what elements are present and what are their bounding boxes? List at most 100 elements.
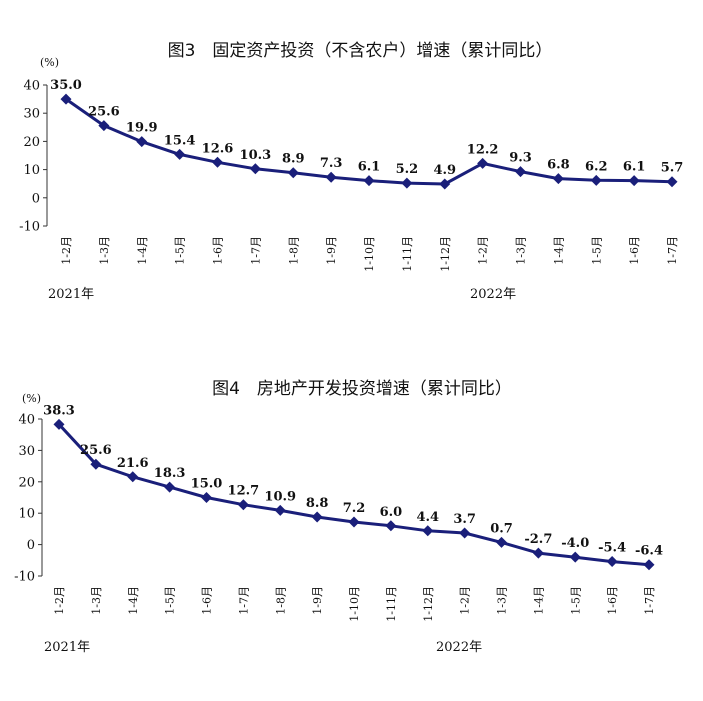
x-tick-label: 1-2月 <box>477 236 490 265</box>
data-label: -4.0 <box>561 536 589 551</box>
data-point <box>348 516 360 528</box>
data-point <box>164 481 176 493</box>
x-tick-label: 1-2月 <box>60 236 73 265</box>
data-label: 6.1 <box>358 160 381 175</box>
data-point <box>90 458 102 470</box>
y-axis-unit: (%) <box>40 56 59 69</box>
x-tick-label: 1-8月 <box>287 236 300 265</box>
data-label: 10.9 <box>264 489 296 504</box>
data-point <box>385 520 397 532</box>
year-label: 2021年 <box>44 640 90 655</box>
data-point <box>552 173 564 185</box>
y-tick-label: 20 <box>23 135 40 150</box>
chart-1: 图3 固定资产投资（不含农户）增速（累计同比） (%) -10 0 10 20 30 40 1-… <box>19 41 683 302</box>
data-point <box>363 175 375 187</box>
data-point <box>174 148 186 160</box>
data-label: 7.2 <box>343 501 366 516</box>
data-label: 3.7 <box>453 512 476 527</box>
x-tick-label: 1-9月 <box>325 236 338 265</box>
data-label: -6.4 <box>635 544 663 559</box>
data-label: 6.2 <box>585 159 608 174</box>
data-point <box>212 156 223 168</box>
data-point <box>201 492 212 503</box>
data-label: 12.6 <box>202 141 234 156</box>
data-label: 5.7 <box>661 161 684 176</box>
y-tick-label: 40 <box>18 413 35 428</box>
y-tick-label: 40 <box>23 79 40 94</box>
data-label: 21.6 <box>117 456 149 471</box>
data-point <box>60 93 72 105</box>
chart-2: 图4 房地产开发投资增速（累计同比） (%) -10 0 10 20 30 40 1-2月 1-3… <box>14 379 663 655</box>
data-label: 12.2 <box>467 142 499 157</box>
year-label: 2022年 <box>470 287 516 302</box>
data-label: 10.3 <box>240 148 272 163</box>
data-point <box>515 166 526 178</box>
x-tick-label: 1-10月 <box>348 586 361 622</box>
x-tick-label: 1-5月 <box>164 586 177 615</box>
data-point <box>53 418 65 430</box>
data-label: 15.0 <box>191 477 223 492</box>
data-label: -5.4 <box>598 541 626 556</box>
data-label: 4.9 <box>433 163 456 178</box>
data-point <box>127 471 139 483</box>
x-tick-label: 1-9月 <box>311 586 324 615</box>
y-tick-label: 0 <box>27 538 35 553</box>
data-point <box>532 547 544 559</box>
data-point <box>477 157 489 169</box>
x-tick-label: 1-12月 <box>422 586 435 622</box>
x-tick-label: 1-5月 <box>590 236 603 265</box>
y-tick-label: -10 <box>19 220 40 235</box>
y-tick-label: 10 <box>18 507 35 522</box>
data-label: 38.3 <box>43 403 75 418</box>
x-tick-label: 1-3月 <box>515 236 528 265</box>
x-tick-label: 1-4月 <box>532 586 545 615</box>
x-tick-label: 1-7月 <box>249 236 262 265</box>
data-label: 5.2 <box>396 162 419 177</box>
y-tick-label: 10 <box>23 163 40 178</box>
x-tick-label: 1-7月 <box>666 236 679 265</box>
x-tick-label: 1-3月 <box>98 236 111 265</box>
year-label: 2021年 <box>48 287 94 302</box>
x-tick-label: 1-5月 <box>174 236 187 265</box>
x-tick-label: 1-6月 <box>201 586 214 615</box>
x-tick-label: 1-4月 <box>136 236 149 265</box>
x-tick-label: 1-4月 <box>552 236 565 265</box>
year-label: 2022年 <box>436 640 482 655</box>
x-tick-label: 1-8月 <box>274 586 287 615</box>
x-tick-label: 1-5月 <box>569 586 582 615</box>
data-label: 0.7 <box>490 521 513 536</box>
data-label: 6.1 <box>623 160 646 175</box>
data-point <box>643 559 655 571</box>
x-tick-label: 1-10月 <box>363 236 376 272</box>
data-point <box>496 536 507 548</box>
data-point <box>628 175 640 187</box>
data-label: -2.7 <box>524 532 552 547</box>
data-label: 12.7 <box>228 484 260 499</box>
data-point <box>237 499 249 511</box>
data-label: 8.8 <box>306 496 329 511</box>
data-label: 6.8 <box>547 158 570 173</box>
data-point <box>274 504 286 516</box>
data-point <box>98 120 110 132</box>
x-tick-label: 1-6月 <box>212 236 225 265</box>
data-point <box>287 167 299 179</box>
data-point <box>439 178 451 190</box>
data-label: 8.9 <box>282 152 305 167</box>
x-tick-label: 1-6月 <box>628 236 641 265</box>
data-label: 19.9 <box>126 121 158 136</box>
x-tick-label: 1-11月 <box>385 586 398 622</box>
data-label: 7.3 <box>320 156 343 171</box>
data-label: 6.0 <box>380 505 403 520</box>
x-tick-label: 1-11月 <box>401 236 414 272</box>
data-point <box>590 174 602 186</box>
data-point <box>606 556 618 568</box>
data-label: 35.0 <box>50 78 82 93</box>
data-label: 18.3 <box>154 466 186 481</box>
data-point <box>569 551 581 563</box>
y-tick-label: 0 <box>32 191 40 206</box>
x-tick-label: 1-12月 <box>439 236 452 272</box>
x-tick-label: 1-6月 <box>606 586 619 615</box>
y-axis-unit: (%) <box>22 392 41 405</box>
chart-title: 图4 房地产开发投资增速（累计同比） <box>212 379 512 399</box>
